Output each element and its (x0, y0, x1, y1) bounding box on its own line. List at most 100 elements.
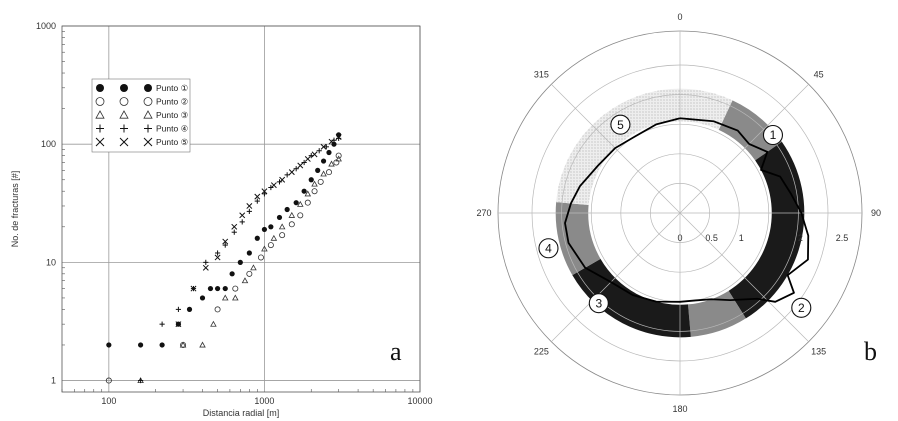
data-point-4 (222, 242, 228, 248)
data-point-3 (328, 160, 335, 167)
legend-marker (120, 124, 128, 133)
svg-text:2: 2 (798, 301, 805, 315)
legend-marker (119, 137, 129, 147)
svg-text:5: 5 (617, 118, 624, 132)
data-point-1 (159, 342, 165, 348)
legend-box (91, 78, 191, 153)
data-point-5 (279, 176, 286, 183)
data-point-1 (308, 177, 314, 183)
data-point-2 (279, 232, 286, 239)
angle-tick-label: 90 (871, 208, 881, 218)
data-point-1 (301, 188, 307, 194)
data-point-3 (270, 234, 278, 241)
point-marker-4: 4 (538, 238, 559, 259)
data-point-1 (186, 306, 193, 312)
legend-marker (95, 110, 105, 119)
angle-grid-line (679, 212, 809, 342)
angle-grid-line (679, 84, 809, 214)
legend-label: Punto ① (156, 83, 189, 93)
legend-marker (143, 137, 153, 147)
panel-label-b: b (864, 337, 877, 366)
data-point-1 (276, 214, 283, 221)
data-point-3 (221, 294, 229, 301)
data-point-1 (284, 206, 290, 213)
data-point-2 (311, 188, 318, 195)
legend-marker (143, 97, 153, 106)
data-point-5 (335, 134, 342, 140)
legend-marker (95, 137, 105, 147)
data-point-1 (207, 285, 214, 292)
radial-tick-label: 2.5 (836, 233, 849, 243)
data-point-5 (214, 254, 221, 261)
profile-line (564, 117, 810, 303)
data-point-3 (335, 155, 342, 162)
data-marks (105, 132, 342, 384)
data-point-3 (179, 341, 187, 348)
legend-label: Punto ⑤ (156, 137, 189, 147)
point-marker-3: 3 (588, 293, 609, 314)
data-point-2 (317, 178, 324, 185)
angle-tick-label: 180 (672, 404, 687, 414)
data-point-1 (326, 149, 332, 156)
data-point-4 (246, 208, 252, 214)
data-point-3 (250, 264, 257, 271)
panel-label-a: a (390, 337, 402, 366)
data-point-2 (246, 270, 253, 277)
data-point-1 (293, 200, 299, 206)
legend-label: Punto ④ (156, 124, 189, 134)
y-tick-label: 10 (46, 257, 56, 267)
y-tick-label: 1000 (36, 21, 56, 31)
data-point-1 (237, 259, 243, 265)
sector-light-stipple (596, 88, 733, 145)
data-point-3 (210, 320, 217, 327)
data-point-4 (231, 229, 237, 235)
data-point-4 (316, 148, 322, 154)
data-point-1 (261, 226, 268, 233)
legend-marker (119, 97, 129, 106)
data-point-1 (246, 250, 252, 256)
angle-tick-label: 135 (811, 347, 826, 357)
data-point-3 (241, 277, 249, 284)
sector-light-stipple (556, 120, 619, 206)
data-point-5 (304, 155, 311, 162)
svg-text:3: 3 (595, 296, 602, 310)
data-point-1 (137, 342, 144, 348)
legend-entry: Punto ⑤ (95, 137, 189, 147)
angle-grid-line (551, 212, 681, 342)
sector-dark (572, 258, 691, 338)
data-point-5 (231, 223, 238, 230)
data-point-1 (254, 235, 260, 241)
data-point-5 (175, 321, 182, 328)
data-point-1 (106, 342, 112, 348)
point-marker-2: 2 (791, 297, 812, 318)
legend: Punto ① Punto ② Punto ③ Punto ④ Punto ⑤ (91, 78, 191, 153)
data-point-1 (199, 295, 206, 301)
data-point-4 (293, 166, 299, 172)
data-point-4 (268, 184, 274, 191)
point-marker-1: 1 (762, 124, 784, 146)
data-point-4 (159, 321, 165, 327)
point-marker-5: 5 (610, 114, 631, 135)
point-markers: 1 2 3 4 5 (538, 114, 812, 318)
radial-tick-label: 1 (739, 233, 744, 243)
radial-tick-label: 0.5 (705, 233, 718, 243)
data-point-1 (315, 167, 321, 174)
y-tick-label: 100 (41, 139, 56, 149)
data-point-5 (202, 264, 209, 271)
sector-medium (687, 290, 746, 337)
data-point-3 (278, 223, 286, 230)
data-point-5 (261, 188, 268, 195)
data-point-4 (175, 306, 182, 312)
data-point-3 (288, 211, 296, 218)
data-point-4 (261, 191, 268, 197)
data-point-4 (239, 219, 245, 225)
profile-polyline (564, 117, 810, 303)
data-point-3 (296, 200, 304, 207)
data-point-1 (320, 158, 327, 164)
sector-medium (555, 202, 601, 276)
svg-text:4: 4 (545, 241, 552, 255)
x-axis-label: Distancia radial [m] (203, 408, 280, 418)
data-point-3 (199, 341, 206, 348)
